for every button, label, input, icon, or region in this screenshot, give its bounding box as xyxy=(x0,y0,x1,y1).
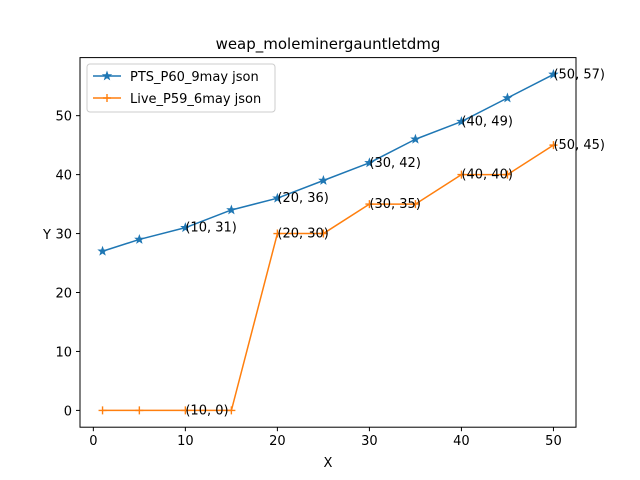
x-tick-label: 20 xyxy=(269,434,286,449)
data-label: (40, 49) xyxy=(461,115,512,130)
series-2-point xyxy=(549,141,558,150)
x-tick-label: 0 xyxy=(89,434,97,449)
series-2-point xyxy=(365,200,374,209)
plot-area xyxy=(97,68,559,415)
data-label: (50, 45) xyxy=(553,138,605,153)
x-tick-label: 50 xyxy=(545,434,562,449)
y-tick-label: 10 xyxy=(55,345,72,360)
legend-marker-1 xyxy=(101,70,113,81)
y-tick-label: 40 xyxy=(55,169,72,184)
series-2-point xyxy=(457,170,466,179)
y-axis-label: Y xyxy=(42,228,51,243)
legend-marker-2 xyxy=(103,94,111,102)
data-label: (30, 35) xyxy=(369,197,421,212)
x-tick-label: 40 xyxy=(453,434,470,449)
series-2-point xyxy=(98,406,107,415)
y-tick-label: 0 xyxy=(64,404,72,419)
series-2-point xyxy=(503,170,512,179)
series-2-point xyxy=(319,229,328,238)
x-axis-label: X xyxy=(324,456,333,471)
series-1-point xyxy=(134,233,145,244)
x-tick-label: 30 xyxy=(361,434,378,449)
series-2-point xyxy=(135,406,144,415)
series-2-point xyxy=(273,229,282,238)
data-label: (40, 40) xyxy=(461,168,512,183)
series-1-point xyxy=(272,192,283,203)
series-1-point xyxy=(97,245,108,256)
legend-entry-1: PTS_P60_9may json xyxy=(130,70,259,85)
data-label: (10, 0) xyxy=(185,403,228,418)
series-2-point xyxy=(411,200,420,209)
series-1-point xyxy=(226,204,237,215)
x-tick-label: 10 xyxy=(177,434,194,449)
y-tick-label: 20 xyxy=(55,287,72,302)
data-label: (10, 31) xyxy=(185,221,237,236)
series-1-point xyxy=(548,68,559,79)
legend: PTS_P60_9may json Live_P59_6may json xyxy=(86,63,276,113)
series-1-point xyxy=(456,116,467,126)
axes-frame xyxy=(79,57,577,428)
series-1-point xyxy=(180,222,191,233)
series-1-point xyxy=(410,133,421,144)
series-2-point xyxy=(227,406,236,415)
y-tick-label: 30 xyxy=(55,228,72,243)
data-label: (20, 30) xyxy=(277,227,329,242)
data-label: (20, 36) xyxy=(277,191,329,206)
series-2-point xyxy=(181,406,190,415)
data-label: (50, 57) xyxy=(553,67,605,82)
legend-entry-2: Live_P59_6may json xyxy=(130,92,261,107)
data-label: (30, 42) xyxy=(369,156,421,171)
series-1-point xyxy=(318,175,329,185)
series-1-point xyxy=(364,157,375,168)
chart-title: weap_moleminergauntletdmg xyxy=(216,35,441,54)
y-tick-label: 50 xyxy=(55,110,72,125)
series-1-point xyxy=(502,92,513,103)
legend-box xyxy=(86,63,276,113)
